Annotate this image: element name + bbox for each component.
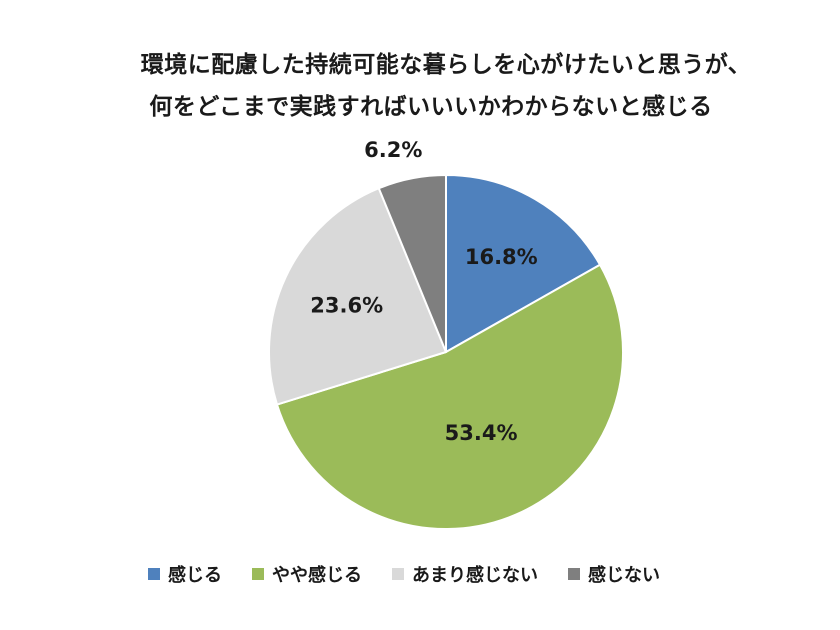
legend-item-3: あまり感じない xyxy=(392,561,538,587)
legend-label-4: 感じない xyxy=(588,565,660,586)
chart-title-line-1: 環境に配慮した持続可能な暮らしを心がけたいと思うが、 xyxy=(140,52,752,78)
legend-label-2: やや感じる xyxy=(272,565,362,586)
data-label-3: 23.6% xyxy=(310,293,383,317)
chart-legend: 感じる やや感じる あまり感じない 感じない xyxy=(148,559,660,589)
legend-swatch-3 xyxy=(392,568,404,580)
data-label-2: 53.4% xyxy=(445,421,518,445)
legend-label-1: 感じる xyxy=(168,565,222,586)
legend-item-1: 感じる xyxy=(148,561,222,587)
legend-swatch-2 xyxy=(252,568,264,580)
pie-slice-1 xyxy=(445,174,602,353)
legend-swatch-4 xyxy=(568,568,580,580)
data-label-4: 6.2% xyxy=(364,138,422,162)
pie-slice-4 xyxy=(377,174,447,353)
pie-slice-3 xyxy=(268,187,447,406)
legend-swatch-1 xyxy=(148,568,160,580)
chart-title: 環境に配慮した持続可能な暮らしを心がけたいと思うが、 何をどこまで実践すればいい… xyxy=(0,44,840,128)
legend-item-4: 感じない xyxy=(568,561,660,587)
pie-slice-2 xyxy=(275,263,624,530)
chart-title-line-2: 何をどこまで実践すればいいいかわからないと感じる xyxy=(149,94,713,120)
legend-label-3: あまり感じない xyxy=(412,565,538,586)
data-label-1: 16.8% xyxy=(465,245,538,269)
legend-item-2: やや感じる xyxy=(252,561,362,587)
